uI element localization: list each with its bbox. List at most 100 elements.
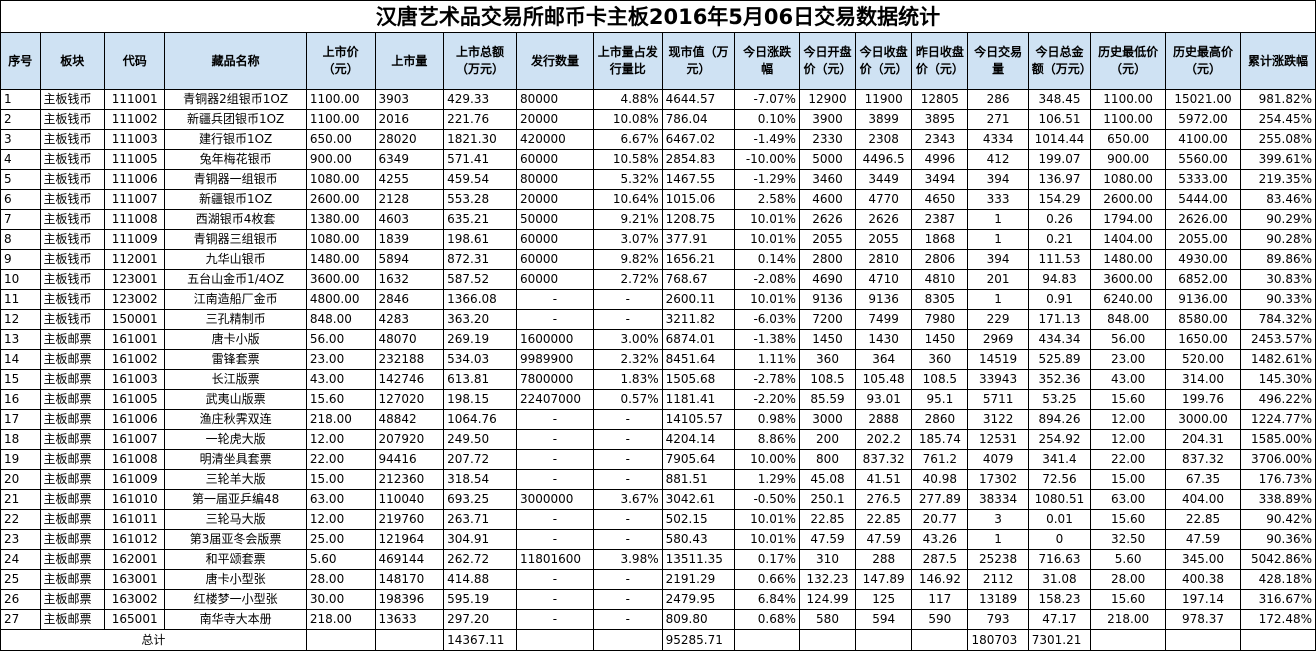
table-cell: 25 <box>0 569 41 590</box>
total-cell <box>1165 629 1241 651</box>
table-cell: 38334 <box>967 489 1029 510</box>
table-cell: 7980 <box>911 309 969 330</box>
table-cell: 404.00 <box>1165 489 1241 510</box>
table-cell: 0.26 <box>1027 209 1092 230</box>
table-row: 6 主板钱币 111007 新疆银币1OZ 2600.00 2128 553.28 20000… <box>0 189 1316 210</box>
table-cell: 158.23 <box>1027 589 1092 610</box>
table-cell: 1480.00 <box>1090 249 1167 270</box>
table-cell: 2055 <box>855 229 913 250</box>
table-cell: 60000 <box>515 269 594 290</box>
column-header: 历史最高价（元） <box>1165 32 1241 90</box>
table-cell: 11801600 <box>515 549 594 570</box>
table-cell: 1.29% <box>734 469 800 490</box>
table-cell: 163001 <box>104 569 166 590</box>
table-cell: 318.54 <box>443 469 517 490</box>
table-cell: 22.00 <box>305 449 376 470</box>
table-cell: 2.72% <box>592 269 663 290</box>
table-cell: 主板邮票 <box>39 449 106 470</box>
table-cell: 0.57% <box>592 389 663 410</box>
table-row: 17 主板邮票 161006 渔庄秋霁双连 218.00 48842 1064.76- -14… <box>0 409 1316 430</box>
table-cell: 23.00 <box>305 349 376 370</box>
table-cell: 218.00 <box>305 609 376 630</box>
table-cell: 161003 <box>104 369 166 390</box>
table-cell: 809.80 <box>661 609 736 630</box>
table-cell: 1100.00 <box>1090 89 1167 110</box>
table-cell: 161006 <box>104 409 166 430</box>
table-cell: 5.60 <box>1090 549 1167 570</box>
table-cell: 89.86% <box>1239 249 1316 270</box>
table-cell: 848.00 <box>305 309 376 330</box>
table-cell: 132.23 <box>798 569 857 590</box>
table-cell: 3000 <box>798 409 857 430</box>
table-cell: 主板钱币 <box>39 289 106 310</box>
table-cell: 150001 <box>104 309 166 330</box>
column-header: 今日开盘价（元） <box>798 32 857 90</box>
table-cell: 111006 <box>104 169 166 190</box>
total-cell <box>1090 629 1167 651</box>
table-cell: 主板邮票 <box>39 509 106 530</box>
table-cell: 90.42% <box>1239 509 1316 530</box>
table-cell: 127020 <box>374 389 445 410</box>
table-cell: 明清坐具套票 <box>164 449 307 470</box>
table-cell: 2600.11 <box>661 289 736 310</box>
table-cell: 12805 <box>911 89 969 110</box>
table-cell: 2846 <box>374 289 445 310</box>
table-cell: 12.00 <box>1090 409 1167 430</box>
table-cell: 333 <box>967 189 1029 210</box>
table-cell: 520.00 <box>1165 349 1241 370</box>
table-cell: 13 <box>0 329 41 350</box>
table-cell: 800 <box>798 449 857 470</box>
table-cell: 978.37 <box>1165 609 1241 630</box>
column-header: 上市总额（万元） <box>443 32 517 90</box>
table-cell: - <box>592 529 663 550</box>
table-cell: 2112 <box>967 569 1029 590</box>
table-cell: 161001 <box>104 329 166 350</box>
table-cell: 主板邮票 <box>39 429 106 450</box>
table-cell: 1014.44 <box>1027 129 1092 150</box>
table-cell: 1821.30 <box>443 129 517 150</box>
table-cell: 主板邮票 <box>39 489 106 510</box>
total-cell <box>592 629 663 651</box>
table-cell: -1.49% <box>734 129 800 150</box>
table-cell: 85.59 <box>798 389 857 410</box>
table-cell: 590 <box>911 609 969 630</box>
table-cell: 24 <box>0 549 41 570</box>
table-cell: 123002 <box>104 289 166 310</box>
table-row: 27 主板邮票 165001 南华寺大本册 218.00 13633 297.20- -809… <box>0 609 1316 630</box>
table-cell: 161009 <box>104 469 166 490</box>
table-cell: - <box>515 529 594 550</box>
table-cell: 五台山金币1/4OZ <box>164 269 307 290</box>
table-cell: 650.00 <box>1090 129 1167 150</box>
table-cell: 900.00 <box>1090 149 1167 170</box>
total-row: 总计 14367.11 95285.71 180703 7301.21 <box>0 629 1316 651</box>
table-cell: 3122 <box>967 409 1029 430</box>
table-cell: - <box>515 609 594 630</box>
total-cell <box>374 629 445 651</box>
table-cell: 60000 <box>515 249 594 270</box>
table-cell: 0.66% <box>734 569 800 590</box>
table-cell: 146.92 <box>911 569 969 590</box>
table-row: 14 主板邮票 161002 雷锋套票 23.00 232188 534.03 9989900… <box>0 349 1316 370</box>
table-cell: 2600.00 <box>305 189 376 210</box>
table-cell: 1080.51 <box>1027 489 1092 510</box>
table-cell: 594 <box>855 609 913 630</box>
table-cell: 1.11% <box>734 349 800 370</box>
table-cell: 1632 <box>374 269 445 290</box>
table-cell: 8 <box>0 229 41 250</box>
table-cell: 693.25 <box>443 489 517 510</box>
table-cell: 310 <box>798 549 857 570</box>
table-cell: 553.28 <box>443 189 517 210</box>
table-cell: 11900 <box>855 89 913 110</box>
table-cell: 10.00% <box>734 449 800 470</box>
table-cell: 10.64% <box>592 189 663 210</box>
table-cell: 14 <box>0 349 41 370</box>
table-row: 26 主板邮票 163002 红楼梦一小型张 30.00 198396 595.19- -24… <box>0 589 1316 610</box>
table-cell: 12.00 <box>305 509 376 530</box>
table-cell: - <box>592 469 663 490</box>
table-cell: 981.82% <box>1239 89 1316 110</box>
table-cell: 15.60 <box>1090 509 1167 530</box>
table-cell: 6 <box>0 189 41 210</box>
table-cell: 15.60 <box>1090 389 1167 410</box>
table-cell: 0.68% <box>734 609 800 630</box>
table-cell: -1.38% <box>734 329 800 350</box>
